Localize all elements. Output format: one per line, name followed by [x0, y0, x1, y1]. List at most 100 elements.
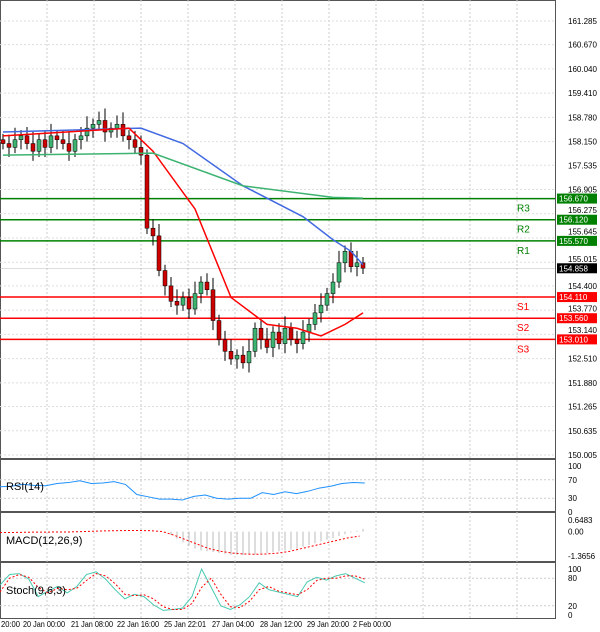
stoch-title: Stoch(9,6,3) — [6, 585, 66, 597]
moving-average-line-0 — [2, 127, 364, 266]
current-price-badge — [557, 263, 597, 274]
candle-body — [342, 251, 348, 264]
candle-body — [96, 120, 102, 125]
level-badge — [557, 334, 597, 345]
candle-body — [66, 143, 72, 152]
y-tick-label: 153.770 — [568, 305, 597, 314]
x-tick-label: 21 Jan 08:00 — [71, 620, 113, 629]
candle-body — [48, 135, 54, 148]
candle-body — [72, 139, 78, 152]
macd-tick-label: 0.00 — [568, 528, 584, 537]
y-tick-label: 157.535 — [568, 161, 597, 170]
level-value: 156.120 — [559, 216, 588, 225]
candle-body — [174, 301, 180, 306]
candle-body — [312, 312, 318, 325]
candle-body — [324, 293, 330, 306]
rsi-tick-label: 100 — [568, 462, 582, 471]
level-label-S1: S1 — [517, 302, 530, 313]
y-tick-label: 150.005 — [568, 451, 597, 460]
candle-body — [198, 281, 204, 294]
stoch-tick-label: 80 — [568, 574, 577, 583]
x-tick-label: 2 Feb 00:00 — [353, 620, 391, 629]
candle-body — [138, 147, 144, 156]
moving-average-line-1 — [2, 127, 364, 337]
candle-body — [354, 262, 360, 267]
candle-body — [102, 120, 108, 133]
y-tick-label: 155.645 — [568, 227, 597, 236]
level-value: 154.110 — [559, 293, 588, 302]
candle-body — [12, 139, 18, 148]
level-value: 153.010 — [559, 335, 588, 344]
stoch-tick-label: 20 — [568, 602, 577, 611]
candle-body — [360, 262, 366, 269]
candle-body — [156, 235, 162, 271]
level-badge — [557, 214, 597, 225]
y-tick-label: 159.410 — [568, 89, 597, 98]
y-tick-label: 155.015 — [568, 255, 597, 264]
level-badge — [557, 235, 597, 246]
y-tick-label: 153.140 — [568, 326, 597, 335]
candle-body — [210, 289, 216, 321]
macd-tick-label: -1.3656 — [568, 552, 596, 561]
level-label-S2: S2 — [517, 323, 530, 334]
y-tick-label: 160.670 — [568, 41, 597, 50]
candle-body — [60, 139, 66, 144]
candle-body — [168, 285, 174, 302]
candle-body — [246, 351, 252, 364]
candle-body — [78, 135, 84, 140]
y-tick-label: 154.400 — [568, 282, 597, 291]
stoch-line-0 — [0, 567, 366, 611]
level-badge — [557, 292, 597, 303]
y-tick-label: 156.905 — [568, 186, 597, 195]
panel-frame-1 — [0, 459, 556, 512]
candle-body — [282, 327, 288, 344]
candle-body — [90, 124, 96, 129]
x-tick-label: 25 Jan 22:01 — [164, 620, 206, 629]
macd-signal-line — [0, 530, 360, 555]
candle-body — [24, 135, 30, 144]
candle-body — [150, 227, 156, 237]
panel-frame-2 — [0, 512, 556, 562]
candle-body — [204, 281, 210, 290]
macd-tick-label: 0.6483 — [568, 516, 593, 525]
candle-body — [0, 139, 6, 144]
moving-average-line-2 — [2, 152, 364, 199]
y-tick-label: 152.510 — [568, 355, 597, 364]
candle-body — [54, 135, 60, 140]
x-tick-label: 20 Jan 00:00 — [23, 620, 65, 629]
x-tick-label: 22 Jan 16:00 — [117, 620, 159, 629]
level-value: 155.570 — [559, 237, 588, 246]
candle-body — [330, 281, 336, 294]
candle-body — [120, 124, 126, 137]
stoch-line-1 — [0, 573, 365, 610]
y-tick-label: 151.880 — [568, 379, 597, 388]
candle-body — [216, 320, 222, 341]
candle-body — [30, 143, 36, 152]
x-tick-label: 27 Jan 04:00 — [212, 620, 254, 629]
y-tick-label: 158.150 — [568, 138, 597, 147]
candle-body — [336, 262, 342, 283]
rsi-line — [0, 480, 365, 501]
y-tick-label: 158.780 — [568, 113, 597, 122]
stoch-tick-label: 100 — [568, 565, 582, 574]
candle-body — [126, 135, 132, 140]
candle-body — [222, 339, 228, 352]
candle-body — [192, 293, 198, 310]
rsi-tick-label: 0 — [568, 508, 573, 517]
candle-body — [252, 327, 258, 352]
x-tick-label: 20:00 — [1, 620, 21, 629]
level-label-R2: R2 — [517, 225, 530, 236]
level-label-R1: R1 — [517, 246, 530, 257]
candle-body — [132, 139, 138, 148]
rsi-title: RSI(14) — [6, 481, 44, 493]
candle-body — [300, 331, 306, 344]
current-price-label: 154.858 — [559, 264, 588, 273]
y-tick-label: 161.285 — [568, 17, 597, 26]
candle-body — [162, 270, 168, 287]
candle-body — [42, 139, 48, 148]
candle-body — [18, 135, 24, 140]
candle-body — [114, 124, 120, 129]
level-badge — [557, 193, 597, 204]
